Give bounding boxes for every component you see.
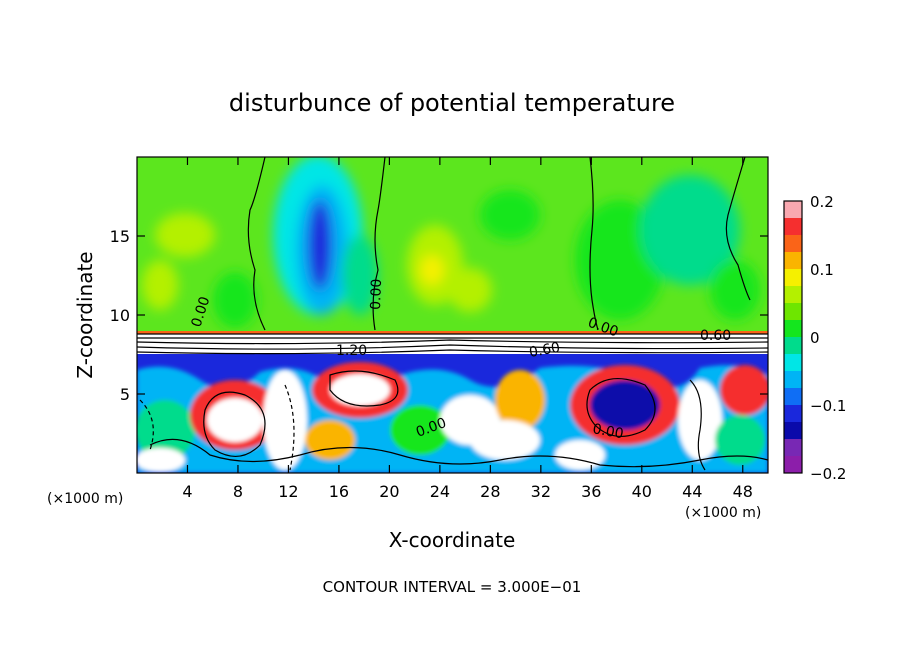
chart-title: disturbunce of potential temperature	[229, 89, 675, 117]
contour-line	[586, 378, 656, 437]
contour-label: 0.60	[700, 328, 731, 344]
x-tick-label: 12	[278, 482, 298, 501]
colorbar-swatch	[784, 354, 802, 372]
contour-line	[329, 370, 399, 407]
x-tick-label: 44	[682, 482, 702, 501]
contour-label: 0.60	[528, 340, 561, 361]
colorbar-swatch	[784, 286, 802, 304]
contour-line	[137, 339, 768, 345]
contour-line	[149, 438, 768, 468]
x-tick-label: 4	[182, 482, 192, 501]
contour-lines	[137, 157, 768, 471]
colorbar-swatch	[784, 235, 802, 253]
y-tick-label: 10	[110, 306, 130, 325]
contour-line	[203, 391, 266, 457]
colorbar-tick-label: 0.1	[810, 261, 834, 279]
colorbar-swatch	[784, 269, 802, 287]
x-tick-label: 36	[581, 482, 601, 501]
x-tick-label: 16	[329, 482, 349, 501]
colorbar-swatch	[784, 422, 802, 440]
x-unit-right: (×1000 m)	[685, 505, 761, 521]
contour-line	[725, 157, 751, 301]
x-axis-label: X-coordinate	[389, 528, 516, 552]
colorbar-tick-label: −0.1	[810, 397, 846, 415]
inversion-band	[137, 331, 768, 334]
colorbar-frame	[783, 200, 803, 474]
contour-line	[589, 157, 599, 331]
contour-line	[139, 399, 154, 451]
contour-line	[372, 157, 386, 331]
contour-line	[689, 379, 706, 471]
y-tick-label: 15	[110, 227, 130, 246]
x-unit-left: (×1000 m)	[47, 491, 123, 507]
colorbar-swatch	[784, 371, 802, 389]
colorbar-swatch	[784, 252, 802, 270]
x-axis: 4 8 12 16 20 24 28 32 36 40 44 48	[182, 157, 753, 501]
colorbar-swatch	[784, 320, 802, 338]
colorbar: 0.2 0.1 0 −0.1 −0.2	[783, 193, 846, 483]
x-tick-label: 8	[233, 482, 243, 501]
x-tick-label: 24	[430, 482, 450, 501]
lower-layer-eddies	[137, 362, 768, 473]
colorbar-swatch	[784, 201, 802, 219]
colorbar-swatch	[784, 218, 802, 236]
contour-label: 0.00	[368, 278, 385, 310]
x-tick-label: 28	[480, 482, 500, 501]
colorbar-swatch	[784, 405, 802, 423]
colorbar-swatch	[784, 303, 802, 321]
colorbar-swatch	[784, 456, 802, 474]
x-tick-label: 48	[733, 482, 753, 501]
colorbar-swatch	[784, 337, 802, 355]
colorbar-tick-label: −0.2	[810, 465, 846, 483]
contour-label: 0.00	[591, 421, 624, 442]
y-axis-label: Z-coordinate	[73, 251, 97, 378]
contour-line	[247, 157, 266, 331]
y-axis: 5 10 15	[110, 227, 768, 404]
x-tick-label: 32	[531, 482, 551, 501]
upper-layer-blobs	[142, 157, 760, 328]
contour-line	[137, 344, 768, 350]
contour-interval-note: CONTOUR INTERVAL = 3.000E−01	[323, 578, 582, 596]
contour-label: 1.20	[336, 343, 367, 359]
colorbar-tick-label: 0	[810, 329, 820, 347]
colorbar-swatch	[784, 439, 802, 457]
colorbar-tick-label: 0.2	[810, 193, 834, 211]
contour-line	[137, 349, 768, 355]
contour-line	[284, 384, 295, 471]
y-tick-label: 5	[120, 385, 130, 404]
x-tick-label: 40	[632, 482, 652, 501]
colorbar-swatch	[784, 388, 802, 406]
heatmap-field	[137, 157, 768, 473]
x-tick-label: 20	[379, 482, 399, 501]
